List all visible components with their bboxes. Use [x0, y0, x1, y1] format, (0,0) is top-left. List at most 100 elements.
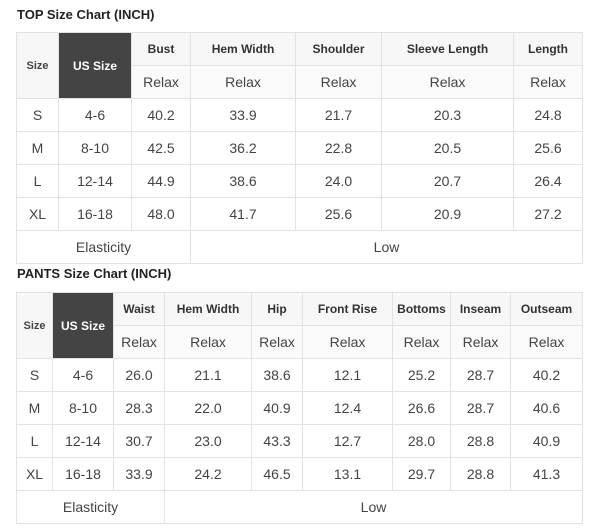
column-header: Hip: [251, 292, 303, 326]
table-row: M 8-10 42.5 36.2 22.8 20.5 25.6: [16, 131, 583, 165]
header-row: Size US Size Waist Hem Width Hip Front Rise Bo…: [16, 292, 583, 359]
elasticity-value: Low: [164, 490, 583, 524]
relax-label: Relax: [510, 325, 583, 359]
value-cell: 46.5: [251, 457, 303, 491]
column-header: Hem Width: [164, 292, 252, 326]
us-size-cell: 12-14: [58, 164, 132, 198]
size-header: Size: [16, 32, 59, 99]
value-cell: 28.0: [392, 424, 451, 458]
header-row: Size US Size Bust Hem Width Shoulder Sleeve L…: [16, 32, 583, 99]
value-cell: 28.7: [450, 358, 511, 392]
value-cell: 26.0: [113, 358, 165, 392]
value-cell: 28.7: [450, 391, 511, 425]
us-size-header: US Size: [58, 32, 132, 99]
top-chart-title: TOP Size Chart (INCH): [17, 7, 155, 22]
value-cell: 29.7: [392, 457, 451, 491]
elasticity-label: Elasticity: [16, 230, 191, 264]
size-header: Size: [16, 292, 53, 359]
value-cell: 22.8: [295, 131, 382, 165]
table-row: S 4-6 40.2 33.9 21.7 20.3 24.8: [16, 98, 583, 132]
size-cell: M: [16, 391, 53, 425]
size-cell: L: [16, 424, 53, 458]
table-row: L 12-14 30.7 23.0 43.3 12.7 28.0 28.8 40.9: [16, 424, 583, 458]
value-cell: 40.2: [131, 98, 191, 132]
pants-chart-title: PANTS Size Chart (INCH): [17, 266, 172, 281]
value-cell: 33.9: [113, 457, 165, 491]
value-cell: 27.2: [513, 197, 583, 231]
relax-label: Relax: [381, 65, 514, 99]
value-cell: 25.6: [295, 197, 382, 231]
relax-label: Relax: [513, 65, 583, 99]
us-size-cell: 16-18: [58, 197, 132, 231]
value-cell: 22.0: [164, 391, 252, 425]
value-cell: 20.7: [381, 164, 514, 198]
relax-label: Relax: [164, 325, 252, 359]
column-header: Waist: [113, 292, 165, 326]
value-cell: 48.0: [131, 197, 191, 231]
value-cell: 25.2: [392, 358, 451, 392]
value-cell: 28.3: [113, 391, 165, 425]
column-header: Sleeve Length: [381, 32, 514, 66]
value-cell: 30.7: [113, 424, 165, 458]
subheader-row: Relax Relax Relax Relax Relax Relax Relax: [17, 325, 583, 359]
relax-label: Relax: [131, 65, 191, 99]
value-cell: 44.9: [131, 164, 191, 198]
column-header: Hem Width: [190, 32, 296, 66]
value-cell: 40.6: [510, 391, 583, 425]
value-cell: 43.3: [251, 424, 303, 458]
us-size-cell: 16-18: [52, 457, 114, 491]
value-cell: 20.9: [381, 197, 514, 231]
size-cell: XL: [16, 457, 53, 491]
value-cell: 28.8: [450, 457, 511, 491]
value-cell: 41.7: [190, 197, 296, 231]
value-cell: 21.7: [295, 98, 382, 132]
value-cell: 36.2: [190, 131, 296, 165]
value-cell: 42.5: [131, 131, 191, 165]
value-cell: 24.8: [513, 98, 583, 132]
column-header: Bottoms: [392, 292, 451, 326]
us-size-cell: 12-14: [52, 424, 114, 458]
value-cell: 40.9: [251, 391, 303, 425]
value-cell: 20.3: [381, 98, 514, 132]
us-size-cell: 8-10: [58, 131, 132, 165]
elasticity-value: Low: [190, 230, 583, 264]
column-header: Outseam: [510, 292, 583, 326]
value-cell: 26.4: [513, 164, 583, 198]
column-header: Inseam: [450, 292, 511, 326]
relax-label: Relax: [450, 325, 511, 359]
value-cell: 24.2: [164, 457, 252, 491]
table-row: L 12-14 44.9 38.6 24.0 20.7 26.4: [16, 164, 583, 198]
table-row: XL 16-18 33.9 24.2 46.5 13.1 29.7 28.8 41.3: [16, 457, 583, 491]
column-header: Length: [513, 32, 583, 66]
elasticity-row: Elasticity Low: [16, 230, 583, 264]
top-size-table: Size US Size Bust Hem Width Shoulder Sleeve L…: [16, 32, 583, 264]
value-cell: 38.6: [251, 358, 303, 392]
size-cell: S: [16, 358, 53, 392]
value-cell: 41.3: [510, 457, 583, 491]
subheader-row: Relax Relax Relax Relax Relax: [17, 65, 583, 99]
relax-label: Relax: [392, 325, 451, 359]
value-cell: 40.9: [510, 424, 583, 458]
relax-label: Relax: [113, 325, 165, 359]
us-size-cell: 4-6: [52, 358, 114, 392]
value-cell: 26.6: [392, 391, 451, 425]
value-cell: 12.4: [302, 391, 393, 425]
relax-label: Relax: [251, 325, 303, 359]
us-size-cell: 4-6: [58, 98, 132, 132]
value-cell: 23.0: [164, 424, 252, 458]
value-cell: 24.0: [295, 164, 382, 198]
relax-label: Relax: [295, 65, 382, 99]
elasticity-row: Elasticity Low: [16, 490, 583, 524]
column-header: Shoulder: [295, 32, 382, 66]
value-cell: 12.1: [302, 358, 393, 392]
table-row: XL 16-18 48.0 41.7 25.6 20.9 27.2: [16, 197, 583, 231]
size-cell: XL: [16, 197, 59, 231]
value-cell: 38.6: [190, 164, 296, 198]
value-cell: 20.5: [381, 131, 514, 165]
column-header: Bust: [131, 32, 191, 66]
value-cell: 13.1: [302, 457, 393, 491]
size-cell: L: [16, 164, 59, 198]
value-cell: 28.8: [450, 424, 511, 458]
value-cell: 40.2: [510, 358, 583, 392]
elasticity-label: Elasticity: [16, 490, 165, 524]
